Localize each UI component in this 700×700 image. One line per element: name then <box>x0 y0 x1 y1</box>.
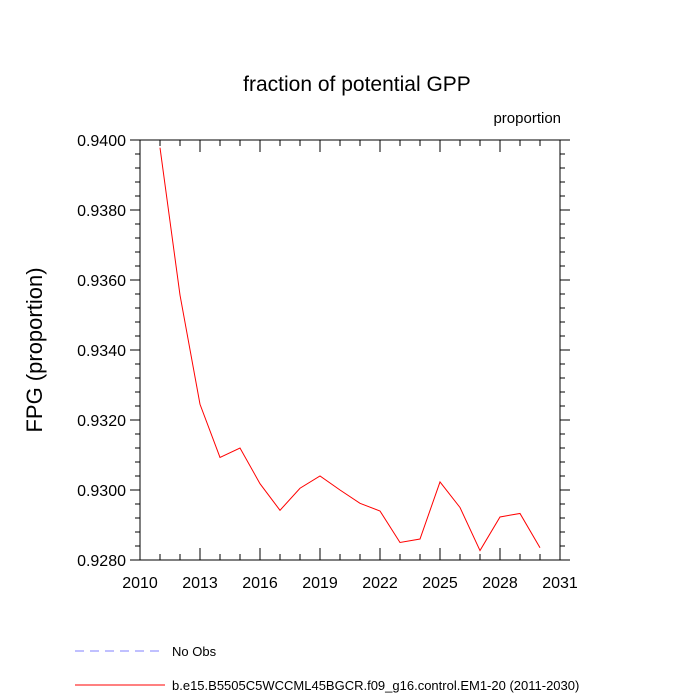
x-tick-label: 2010 <box>122 575 158 592</box>
y-tick-label: 0.9300 <box>77 483 126 500</box>
y-tick-label: 0.9360 <box>77 273 126 290</box>
y-axis-label: FPG (proportion) <box>22 267 47 432</box>
axis-ticks <box>130 139 570 561</box>
y-tick-label: 0.9400 <box>77 133 126 150</box>
series-line-0 <box>159 147 541 552</box>
x-tick-label: 2016 <box>242 575 278 592</box>
x-tick-label: 2028 <box>482 575 518 592</box>
units-label: proportion <box>493 110 561 127</box>
x-tick-labels: 2010 2013 2016 2019 2022 2025 2028 2031 <box>122 575 578 592</box>
y-tick-label: 0.9380 <box>77 203 126 220</box>
legend-label-no-obs: No Obs <box>172 644 217 659</box>
x-tick-label: 2019 <box>302 575 338 592</box>
legend-label-model-run: b.e15.B5505C5WCCML45BGCR.f09_g16.control… <box>172 678 579 693</box>
y-tick-label: 0.9340 <box>77 343 126 360</box>
x-tick-label: 2025 <box>422 575 458 592</box>
x-tick-label: 2031 <box>542 575 578 592</box>
y-tick-label: 0.9320 <box>77 413 126 430</box>
x-tick-label: 2013 <box>182 575 218 592</box>
legend: No Obs b.e15.B5505C5WCCML45BGCR.f09_g16.… <box>75 644 579 693</box>
y-tick-labels: 0.9280 0.9300 0.9320 0.9340 0.9360 0.9380 0.94… <box>77 133 126 570</box>
y-tick-label: 0.9280 <box>77 553 126 570</box>
x-tick-label: 2022 <box>362 575 398 592</box>
chart-title: fraction of potential GPP <box>243 73 471 96</box>
series-lines <box>159 147 541 552</box>
